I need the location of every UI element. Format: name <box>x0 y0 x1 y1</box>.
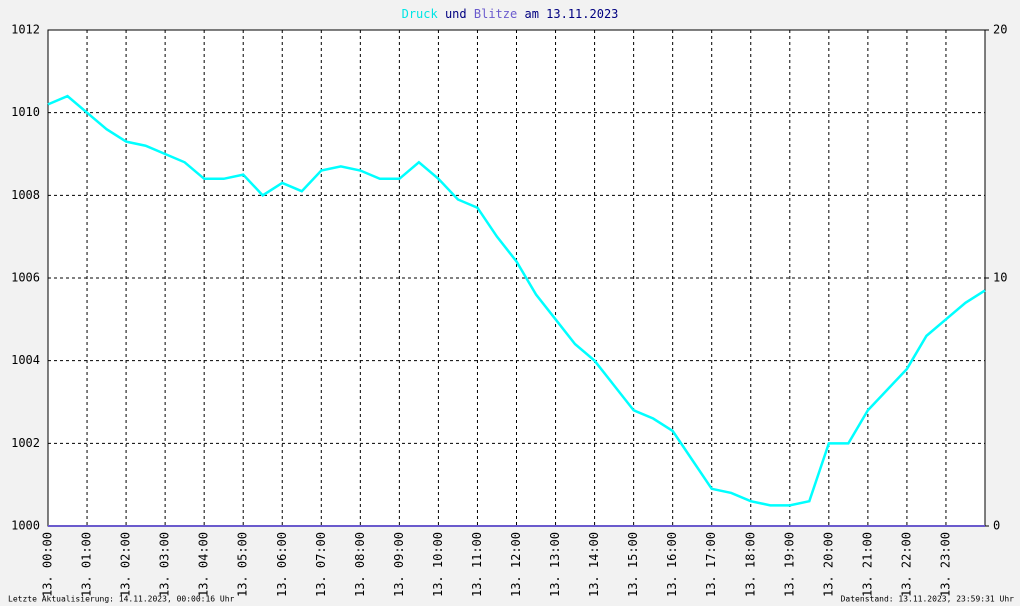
y-tick-label: 1004 <box>11 353 40 367</box>
x-tick-label: 13. 01:00 <box>80 532 94 597</box>
y-tick-label: 1010 <box>11 105 40 119</box>
y-tick-label: 1008 <box>11 188 40 202</box>
y2-tick-label: 0 <box>993 519 1000 533</box>
x-tick-label: 13. 15:00 <box>626 532 640 597</box>
series-line <box>47 94 986 507</box>
x-tick-label: 13. 22:00 <box>899 532 913 597</box>
y-tick-label: 1002 <box>11 436 40 450</box>
x-tick-label: 13. 13:00 <box>548 532 562 597</box>
title-date: am 13.11.2023 <box>524 7 618 21</box>
x-tick-label: 13. 09:00 <box>392 532 406 597</box>
x-tick-label: 13. 12:00 <box>509 532 523 597</box>
x-tick-label: 13. 11:00 <box>470 532 484 597</box>
title-series-1: Druck <box>402 7 439 21</box>
x-tick-label: 13. 18:00 <box>743 532 757 597</box>
x-tick-label: 13. 03:00 <box>158 532 172 597</box>
x-tick-label: 13. 00:00 <box>41 532 55 597</box>
x-tick-label: 13. 20:00 <box>821 532 835 597</box>
x-tick-label: 13. 08:00 <box>353 532 367 597</box>
y-tick-label: 1012 <box>11 23 40 37</box>
x-tick-label: 13. 06:00 <box>275 532 289 597</box>
y-tick-label: 1000 <box>11 519 40 533</box>
x-tick-label: 13. 16:00 <box>665 532 679 597</box>
x-tick-label: 13. 05:00 <box>236 532 250 597</box>
x-tick-label: 13. 14:00 <box>587 532 601 597</box>
y-tick-label: 1006 <box>11 271 40 285</box>
chart-title: Druck und Blitze am 13.11.2023 <box>402 7 619 21</box>
x-tick-label: 13. 17:00 <box>704 532 718 597</box>
x-tick-label: 13. 21:00 <box>860 532 874 597</box>
x-tick-label: 13. 19:00 <box>782 532 796 597</box>
footer-right: Datenstand: 13.11.2023, 23:59:31 Uhr <box>841 595 1015 604</box>
x-tick-label: 13. 23:00 <box>938 532 952 597</box>
x-tick-label: 13. 04:00 <box>197 532 211 597</box>
x-tick-label: 13. 02:00 <box>119 532 133 597</box>
y2-tick-label: 10 <box>993 271 1007 285</box>
x-tick-label: 13. 10:00 <box>431 532 445 597</box>
title-connector: und <box>445 7 467 21</box>
x-tick-label: 13. 07:00 <box>314 532 328 597</box>
y2-tick-label: 20 <box>993 23 1007 37</box>
footer-left: Letzte Aktualisierung: 14.11.2023, 00:00… <box>8 595 235 604</box>
title-series-2: Blitze <box>474 7 517 21</box>
